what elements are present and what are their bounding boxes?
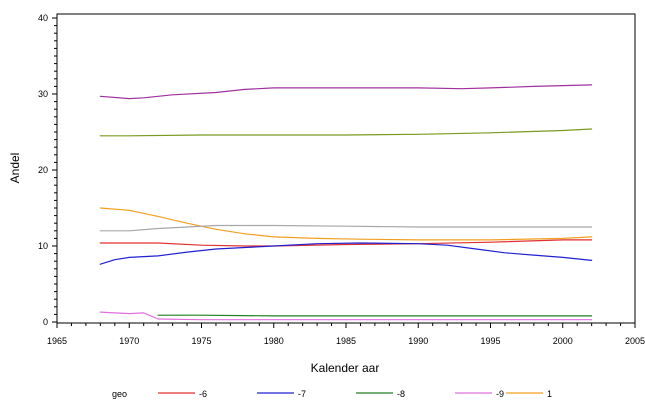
series-line [99, 128, 593, 137]
y-tick-label: 30 [38, 89, 48, 99]
x-tick-label: 1975 [191, 336, 211, 346]
series-lines [99, 84, 593, 321]
legend-label: 1 [547, 389, 552, 399]
x-tick-label: 1970 [119, 336, 139, 346]
legend: geo -6 -7 -8 -9 1 [112, 389, 552, 399]
y-tick-label: 40 [38, 13, 48, 23]
y-axis-title: Andel [8, 153, 22, 184]
series-line [99, 242, 593, 265]
x-tick-label: 1995 [480, 336, 500, 346]
series-line [99, 207, 593, 241]
legend-label: -6 [199, 389, 207, 399]
plot-frame [56, 13, 636, 324]
x-tick-label: 1985 [336, 336, 356, 346]
y-tick-label: 0 [43, 317, 48, 327]
x-tick-label: 1980 [264, 336, 284, 346]
series-line [157, 314, 593, 317]
y-axis: 0 10 20 30 40 [38, 13, 57, 327]
legend-title: geo [112, 389, 127, 399]
x-tick-label: 2005 [625, 336, 645, 346]
x-axis-title: Kalender aar [311, 361, 380, 375]
series-line [99, 84, 593, 100]
x-tick-label: 2000 [553, 336, 573, 346]
x-axis: 1965 1970 1975 1980 1985 1990 1995 2000 2005 [47, 323, 645, 346]
y-tick-label: 10 [38, 241, 48, 251]
series-line [99, 311, 593, 321]
y-tick-label: 20 [38, 165, 48, 175]
legend-label: -8 [397, 389, 405, 399]
legend-label: -9 [496, 389, 504, 399]
x-tick-label: 1965 [47, 336, 67, 346]
legend-label: -7 [298, 389, 306, 399]
x-tick-label: 1990 [408, 336, 428, 346]
series-line [99, 224, 593, 232]
